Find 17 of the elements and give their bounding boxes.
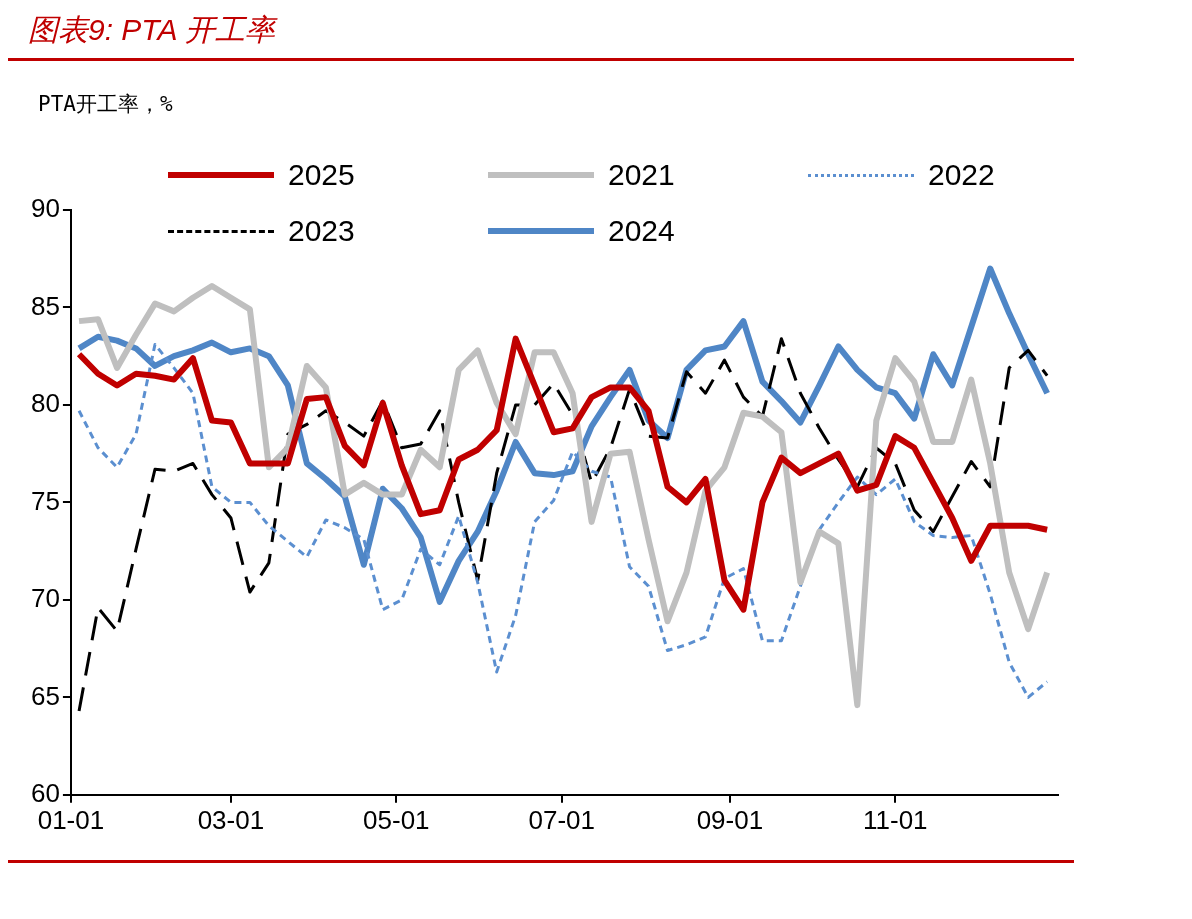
x-tick-label: 11-01	[863, 804, 928, 835]
legend-label: 2021	[608, 158, 675, 192]
x-tick-label: 05-01	[363, 804, 430, 835]
y-tick-label: 80	[31, 388, 60, 419]
x-tick-label: 03-01	[197, 804, 265, 835]
x-tick-label: 09-01	[696, 804, 764, 835]
legend-label: 2024	[608, 214, 675, 248]
y-tick-label: 70	[31, 583, 60, 614]
y-axis-title: PTA开工率，%	[38, 91, 173, 118]
y-tick-label: 75	[31, 485, 60, 516]
legend-label: 2023	[288, 214, 355, 248]
y-tick-label: 65	[31, 680, 60, 711]
legend-label: 2025	[288, 158, 355, 192]
x-tick-label: 07-01	[528, 804, 595, 835]
y-tick-label: 90	[31, 193, 60, 224]
legend-label: 2022	[928, 158, 995, 192]
y-tick-label: 85	[31, 290, 60, 321]
